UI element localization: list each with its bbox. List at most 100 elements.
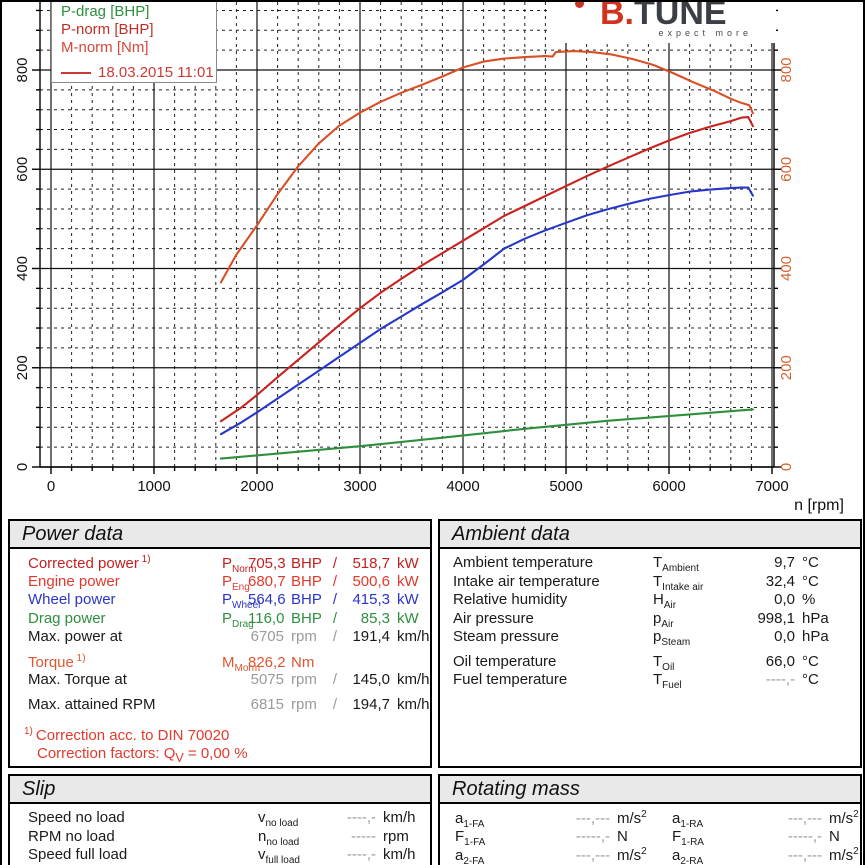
y-left-tick-label: 400: [14, 256, 31, 281]
slip-rows: Speed no load vno load ----,- km/h RPM no lo…: [10, 804, 430, 865]
row-value-2: 500,6: [352, 572, 390, 590]
row-label: Air pressure: [453, 609, 534, 627]
row-value-1: 116,0: [248, 609, 285, 627]
row-slash: /: [332, 555, 338, 572]
y-left-tick-label: 600: [14, 157, 31, 182]
row-symbol: HAir: [653, 591, 677, 611]
logo-tagline: expect more: [658, 28, 752, 38]
row-value-1: 32,4: [765, 572, 795, 590]
ambient-data-title: Ambient data: [440, 521, 860, 549]
row-label: Corrected power 1): [28, 554, 151, 572]
row-value-1: 998,1: [757, 609, 795, 627]
row-value-1: 705,3: [248, 555, 286, 572]
row-symbol: PNorm: [222, 555, 257, 575]
row-symbol: PWheel: [222, 591, 261, 611]
row-symbol: TOil: [653, 652, 675, 673]
logo-tune: TUNE: [634, 0, 727, 32]
row-symbol: nno load: [258, 827, 300, 848]
row-unit-2: km/h: [397, 671, 430, 688]
table-row: F1-FA -----,- N F1-RA -----,- N: [440, 827, 860, 848]
row-unit-1: Nm: [291, 653, 315, 671]
row-value-2: 518,7: [352, 555, 390, 572]
row-value-2: 194,7: [352, 695, 390, 713]
row-unit-1: °C: [802, 554, 819, 571]
row-unit-1: hPa: [802, 628, 829, 645]
row-unit-1: m/s2: [617, 809, 647, 827]
row-symbol: vfull load: [258, 846, 300, 865]
y-right-tick-label: 800: [778, 57, 795, 82]
table-row: Engine power PEng 680,7 BHP / 500,6 kW: [10, 572, 430, 593]
row-unit-1: BHP: [291, 609, 322, 627]
logo-b: B.: [600, 0, 634, 32]
y-left-tick-label: 800: [14, 57, 31, 82]
table-row: Steam pressure pSteam 0,0 hPa: [440, 628, 860, 648]
row-label: Engine power: [28, 572, 120, 590]
y-left-tick-label: 0: [14, 463, 31, 471]
row-slash: /: [332, 695, 338, 713]
slip-title: Slip: [10, 776, 430, 804]
row-value-1: 6815: [250, 695, 284, 713]
x-tick-label: 4000: [446, 478, 479, 495]
y-right-tick-label: 0: [778, 463, 795, 471]
x-tick-label: 3000: [343, 478, 376, 495]
row-value-2: 415,3: [352, 591, 390, 608]
table-row: Intake air temperature TIntake air 32,4 °C: [440, 572, 860, 593]
row-value-2: 85,3: [360, 609, 390, 627]
legend-entry: P-drag [BHP]: [61, 3, 150, 20]
y-right-tick-label: 400: [778, 256, 795, 281]
rotating-mass-rows: a1-FA ---,--- m/s2 a1-RA ---,--- m/s2 F1-FA ---…: [440, 804, 860, 865]
row-symbol: TIntake air: [653, 572, 704, 593]
table-row: Ambient temperature TAmbient 9,7 °C: [440, 554, 860, 574]
row-value-2: 145,0: [352, 671, 390, 688]
row-label: Intake air temperature: [453, 572, 600, 590]
row-slash: /: [332, 591, 338, 608]
power-data-rows: Corrected power 1) PNorm 705,3 BHP/518,7 kW E…: [10, 549, 430, 714]
row-unit-1: rpm: [291, 671, 317, 688]
row-label: Ambient temperature: [453, 554, 594, 571]
legend-entry: P-norm [BHP]: [61, 21, 154, 38]
table-row: Oil temperature TOil 66,0 °C: [440, 652, 860, 673]
x-tick-label: 2000: [240, 478, 273, 495]
curve-M-norm [Nm]: [219, 50, 754, 284]
row-value-1: 0,0: [774, 591, 795, 608]
row-unit-2: m/s2: [829, 809, 859, 827]
logo-dot-icon: [575, 2, 584, 8]
table-row: Max. attained RPM 6815 rpm / 194,7 km/h: [10, 696, 430, 715]
row-value-1: ---,---: [575, 810, 610, 827]
row-value-2: -----,-: [787, 827, 822, 845]
row-value-1: 5075: [250, 671, 284, 688]
row-value-1: 680,7: [248, 572, 286, 590]
row-unit-1: °C: [802, 652, 819, 670]
row-value-2: ---,---: [787, 847, 822, 864]
row-value-1: ----,-: [765, 671, 795, 688]
legend-run-line: [61, 71, 91, 74]
row-value-2: ---,---: [787, 810, 822, 827]
table-row: Air pressure pAir 998,1 hPa: [440, 609, 860, 630]
row-label: Wheel power: [28, 591, 116, 608]
row-label: Max. power at: [28, 628, 123, 645]
row-unit-1: BHP: [291, 555, 322, 572]
row-value-1: 826,2: [248, 653, 286, 671]
row-symbol: vno load: [258, 809, 299, 829]
row-value-1: ---,---: [575, 847, 610, 864]
table-row: Max. power at 6705 rpm / 191,4 km/h: [10, 628, 430, 647]
row-unit-2: kW: [397, 591, 419, 608]
row-unit-1: %: [802, 591, 816, 608]
row-unit-1: BHP: [291, 591, 322, 608]
row-unit-2: km/h: [397, 628, 430, 645]
rotating-mass-section: Rotating mass a1-FA ---,--- m/s2 a1-RA ---,-…: [438, 774, 862, 865]
table-row: a2-FA ---,--- m/s2 a2-RA ---,--- m/s2: [440, 846, 860, 865]
row-label: Torque 1): [28, 652, 86, 671]
ambient-data-rows: Ambient temperature TAmbient 9,7 °C Intake a…: [440, 549, 860, 691]
row-unit-1: °C: [802, 671, 819, 688]
row-unit-2: kW: [397, 609, 419, 627]
x-tick-label: 0: [47, 478, 55, 495]
table-row: Drag power PDrag 116,0 BHP / 85,3 kW: [10, 609, 430, 630]
table-row: Wheel power PWheel 564,6 BHP / 415,3 kW: [10, 591, 430, 611]
row-unit-1: rpm: [383, 827, 409, 845]
y-right-tick-label: 200: [778, 355, 795, 380]
table-row: a1-FA ---,--- m/s2 a1-RA ---,--- m/s2: [440, 809, 860, 830]
legend-run-date: 18.03.2015 11:01: [98, 64, 214, 81]
row-symbol: a1-RA: [672, 810, 704, 830]
row-unit-1: km/h: [383, 809, 416, 826]
